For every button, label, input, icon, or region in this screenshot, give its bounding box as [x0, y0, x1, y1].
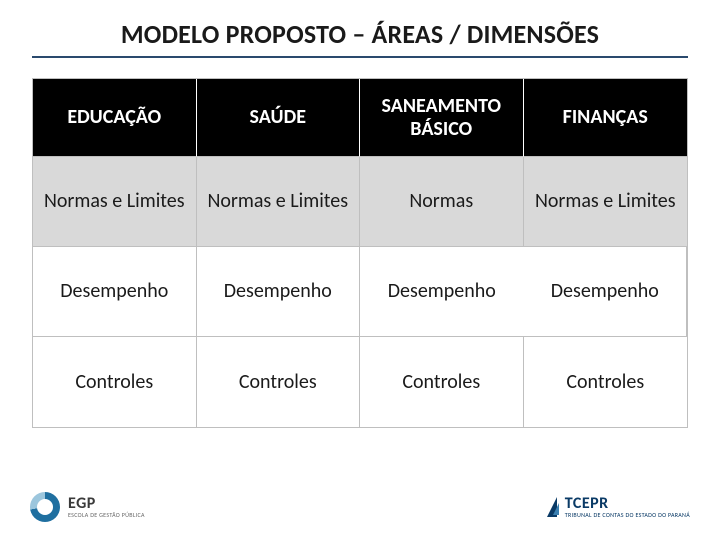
- dimensions-table: EDUCAÇÃO SAÚDE SANEAMENTO BÁSICO FINANÇA…: [32, 78, 688, 428]
- col-header: SAÚDE: [197, 79, 361, 157]
- tcepr-abbr: TCEPR: [565, 496, 690, 512]
- footer: EGP ESCOLA DE GESTÃO PÚBLICA TCEPR TRIBU…: [0, 484, 720, 540]
- egp-text: EGP ESCOLA DE GESTÃO PÚBLICA: [68, 496, 145, 518]
- egp-abbr: EGP: [68, 496, 145, 512]
- egp-logo: EGP ESCOLA DE GESTÃO PÚBLICA: [30, 492, 145, 522]
- table-cell: Normas e Limites: [197, 157, 361, 247]
- table-cell: Normas: [360, 157, 524, 247]
- table-cell: Controles: [524, 337, 688, 427]
- title-wrap: MODELO PROPOSTO – ÁREAS / DIMENSÕES: [32, 18, 688, 50]
- table-cell: Desempenho: [524, 247, 688, 337]
- table-cell: Desempenho: [360, 247, 524, 337]
- table-cell: Normas e Limites: [524, 157, 688, 247]
- egp-icon: [30, 492, 60, 522]
- tcepr-text: TCEPR TRIBUNAL DE CONTAS DO ESTADO DO PA…: [565, 496, 690, 518]
- title-rule: [32, 56, 688, 58]
- table-cell: Controles: [197, 337, 361, 427]
- slide: MODELO PROPOSTO – ÁREAS / DIMENSÕES EDUC…: [0, 0, 720, 540]
- table-cell: Desempenho: [33, 247, 197, 337]
- col-header: SANEAMENTO BÁSICO: [360, 79, 524, 157]
- col-header: FINANÇAS: [524, 79, 688, 157]
- table-cell: Controles: [360, 337, 524, 427]
- table-cell: Desempenho: [197, 247, 361, 337]
- tcepr-sub: TRIBUNAL DE CONTAS DO ESTADO DO PARANÁ: [565, 512, 690, 518]
- page-title: MODELO PROPOSTO – ÁREAS / DIMENSÕES: [121, 18, 599, 50]
- tcepr-logo: TCEPR TRIBUNAL DE CONTAS DO ESTADO DO PA…: [547, 496, 690, 518]
- table-cell: Normas e Limites: [33, 157, 197, 247]
- table-cell: Controles: [33, 337, 197, 427]
- col-header: EDUCAÇÃO: [33, 79, 197, 157]
- tcepr-icon: [547, 497, 557, 517]
- egp-sub: ESCOLA DE GESTÃO PÚBLICA: [68, 512, 145, 518]
